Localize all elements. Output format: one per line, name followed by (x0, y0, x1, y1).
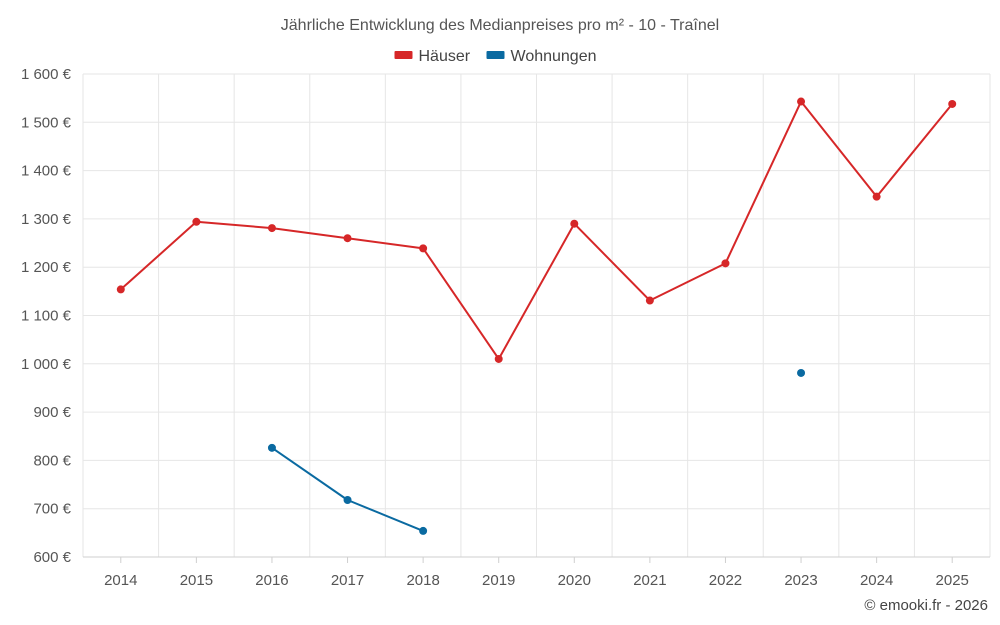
legend: Häuser Wohnungen (394, 48, 597, 65)
axis-layer: 600 € 700 € 800 € 900 € 1 000 € 1 100 € 1 200 … (21, 66, 990, 589)
data-point (645, 296, 654, 305)
credit-text: © emooki.fr - 2026 (864, 597, 988, 614)
x-tick-label: 2020 (558, 572, 591, 589)
legend-label: Häuser (419, 48, 471, 65)
data-point (948, 99, 957, 108)
data-point (872, 192, 881, 201)
data-point (419, 526, 428, 535)
series-0 (116, 97, 957, 363)
y-tick-label: 1 300 € (21, 211, 72, 228)
legend-label: Wohnungen (511, 48, 597, 65)
legend-item: Wohnungen (486, 48, 597, 65)
data-point (721, 259, 730, 268)
data-point (267, 224, 276, 233)
x-tick-label: 2023 (784, 572, 817, 589)
y-tick-label: 1 600 € (21, 66, 72, 83)
x-tick-label: 2024 (860, 572, 893, 589)
y-tick-label: 1 100 € (21, 308, 72, 325)
y-tick-label: 1 400 € (21, 163, 72, 180)
series-1 (267, 368, 806, 535)
series-layer (116, 97, 957, 535)
x-tick-label: 2019 (482, 572, 515, 589)
legend-item: Häuser (394, 48, 471, 65)
y-tick-label: 1 200 € (21, 259, 72, 276)
data-point (343, 234, 352, 243)
y-tick-label: 900 € (33, 404, 71, 421)
x-tick-label: 2016 (255, 572, 288, 589)
x-tick-label: 2015 (180, 572, 213, 589)
data-point (797, 97, 806, 106)
x-tick-label: 2025 (936, 572, 969, 589)
y-tick-label: 700 € (33, 501, 71, 518)
y-tick-label: 600 € (33, 549, 71, 566)
chart-title: Jährliche Entwicklung des Medianpreises … (281, 17, 719, 34)
legend-swatch (394, 51, 413, 59)
data-point (116, 285, 125, 294)
x-tick-label: 2018 (406, 572, 439, 589)
series-line (120, 100, 953, 360)
y-tick-label: 1 500 € (21, 114, 72, 131)
data-point (343, 496, 352, 505)
data-point (419, 244, 428, 253)
data-point (267, 443, 276, 452)
x-tick-label: 2022 (709, 572, 742, 589)
x-tick-label: 2021 (633, 572, 666, 589)
grid-layer (82, 73, 991, 557)
data-point (570, 219, 579, 228)
x-tick-label: 2014 (104, 572, 137, 589)
data-point (494, 354, 503, 363)
y-tick-label: 800 € (33, 452, 71, 469)
legend-swatch (486, 51, 505, 59)
data-point (797, 368, 806, 377)
x-tick-label: 2017 (331, 572, 364, 589)
y-tick-label: 1 000 € (21, 356, 72, 373)
data-point (192, 217, 201, 226)
